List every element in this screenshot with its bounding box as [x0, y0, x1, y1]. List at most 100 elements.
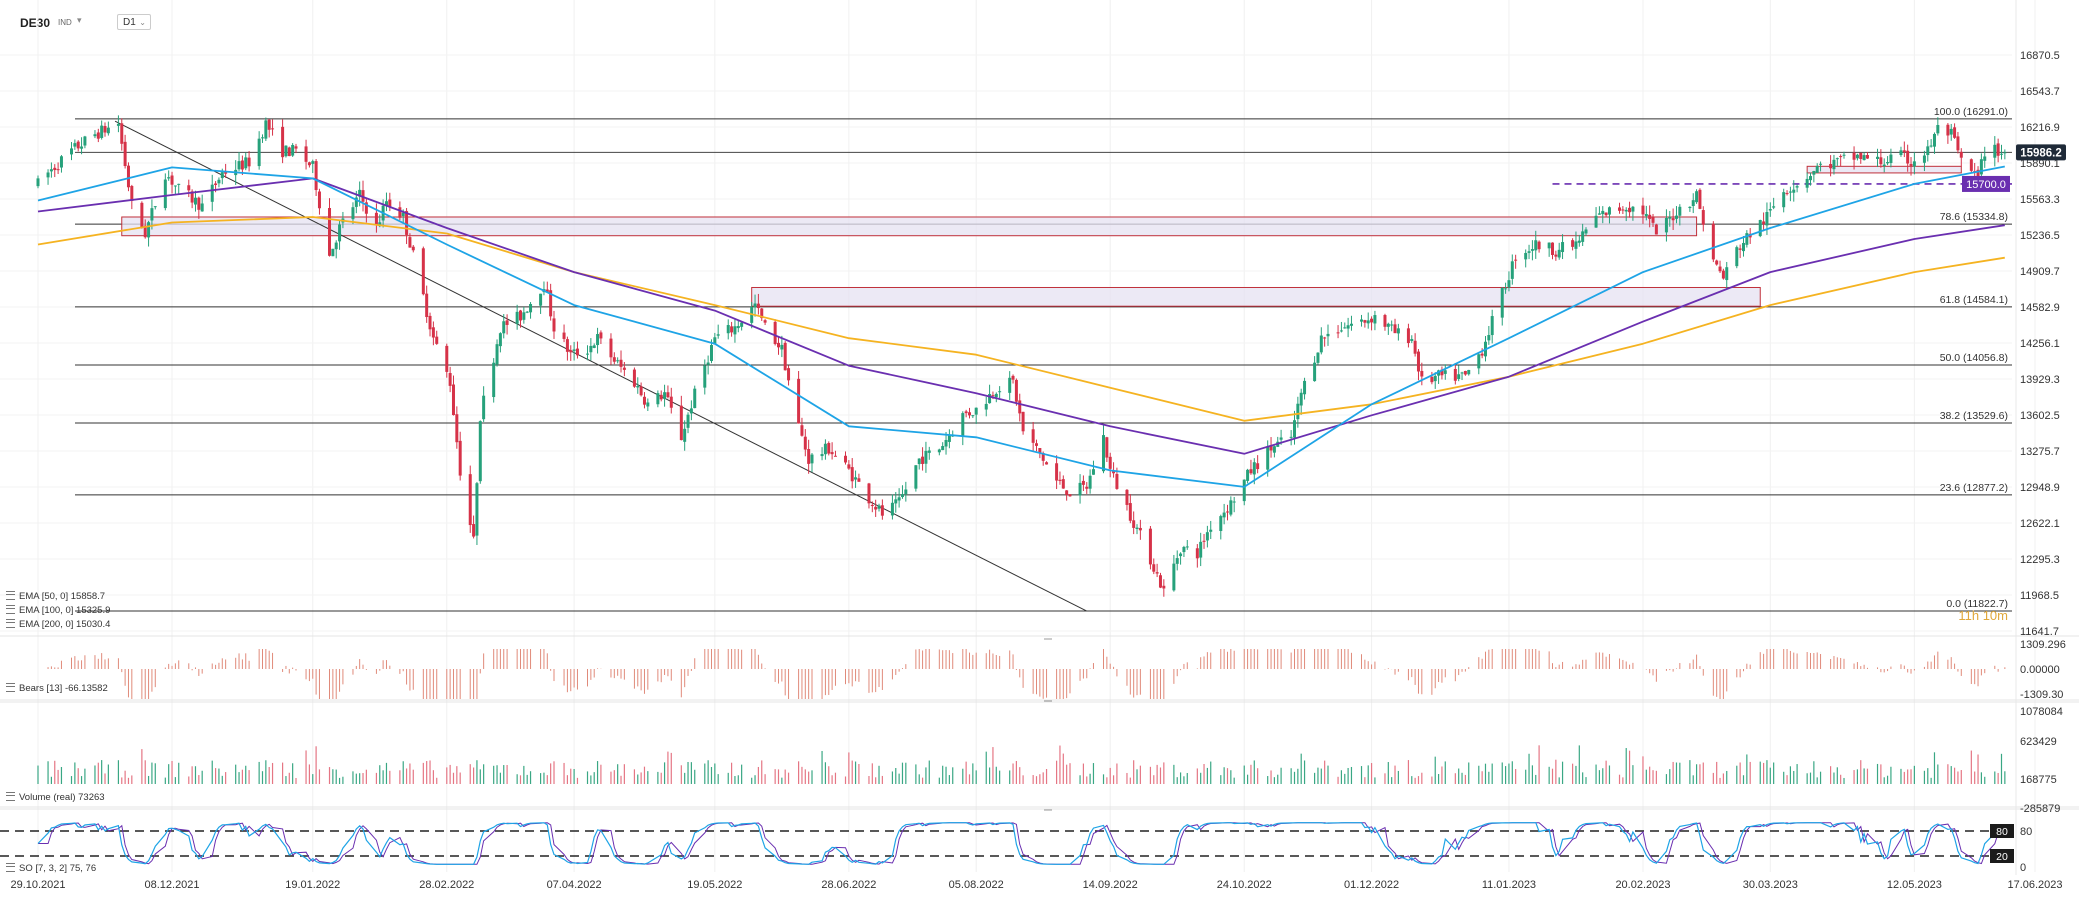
- bullish-candle: [810, 454, 814, 464]
- bearish-candle: [1061, 479, 1065, 489]
- stoch-80-label: 80: [1996, 826, 2008, 838]
- price-tick-label: 16216.9: [2020, 122, 2060, 134]
- bullish-candle: [1205, 532, 1209, 541]
- bullish-candle: [924, 450, 928, 464]
- bearish-candle: [103, 126, 107, 133]
- indicator-settings-icon[interactable]: [6, 863, 15, 872]
- bearish-candle: [1906, 150, 1910, 164]
- indicator-settings-icon[interactable]: [6, 683, 15, 692]
- bullish-candle: [482, 395, 486, 420]
- bullish-candle: [1229, 500, 1233, 515]
- chevron-down-icon[interactable]: ▾: [77, 15, 82, 25]
- bullish-candle: [1467, 369, 1471, 375]
- bullish-candle: [1664, 217, 1668, 233]
- bullish-candle: [894, 499, 898, 504]
- bearish-candle: [1249, 469, 1253, 474]
- bearish-candle: [773, 321, 777, 345]
- bullish-candle: [1182, 546, 1186, 553]
- bears-tick-label: 1309.296: [2020, 639, 2066, 651]
- ema-lines: [37, 165, 2005, 488]
- bearish-candle: [287, 147, 291, 157]
- bullish-candle: [358, 189, 362, 197]
- bullish-candle: [244, 157, 248, 169]
- bearish-candle: [1711, 223, 1715, 260]
- bearish-candle: [797, 378, 801, 424]
- bearish-candle: [1762, 221, 1766, 224]
- indicator-settings-icon[interactable]: [6, 792, 15, 801]
- bearish-candle: [1671, 218, 1675, 221]
- bearish-candle: [964, 411, 968, 414]
- bearish-candle: [76, 141, 80, 149]
- bullish-candle: [1674, 215, 1678, 219]
- bearish-candle: [214, 183, 218, 186]
- bullish-candle: [1346, 325, 1350, 329]
- timeframe-select[interactable]: D1 ⌄: [117, 14, 151, 30]
- bearish-candle: [1859, 152, 1863, 159]
- bullish-candle: [1102, 435, 1106, 472]
- bullish-candle: [1088, 475, 1092, 489]
- ema50-line: [37, 165, 2005, 488]
- ema50-legend[interactable]: EMA [50, 0] 15858.7: [6, 590, 105, 602]
- bullish-candle: [1209, 529, 1213, 532]
- bullish-candle: [1433, 375, 1437, 382]
- bearish-candle: [1021, 411, 1025, 432]
- bullish-candle: [1299, 392, 1303, 406]
- bearish-candle: [1969, 159, 1973, 171]
- volume-legend[interactable]: Volume (real) 73263: [6, 791, 105, 803]
- bearish-candle: [1383, 315, 1387, 327]
- price-tick-label: 13275.7: [2020, 446, 2060, 458]
- bearish-candle: [1370, 318, 1374, 323]
- bullish-candle: [1303, 380, 1307, 395]
- bullish-candle: [1366, 320, 1370, 324]
- symbol-name[interactable]: DE30: [20, 16, 51, 30]
- bullish-candle: [1457, 374, 1461, 379]
- bullish-candle: [1547, 242, 1551, 249]
- bearish-candle: [307, 162, 311, 166]
- bearish-candle: [1162, 585, 1166, 589]
- bullish-candle: [709, 344, 713, 362]
- indicator-settings-icon[interactable]: [6, 591, 15, 600]
- date-tick-label: 20.02.2023: [1615, 879, 1670, 891]
- stoch-legend[interactable]: SO [7, 3, 2] 75, 76: [6, 862, 96, 874]
- bearish-candle: [1132, 520, 1136, 528]
- bearish-candle: [549, 290, 553, 317]
- bearish-candle: [756, 303, 760, 309]
- bearish-candle: [1406, 328, 1410, 344]
- bullish-candle: [1410, 339, 1414, 341]
- bearish-candle: [1953, 127, 1957, 138]
- bullish-candle: [1584, 229, 1588, 234]
- chart-toolbar: DE30 IND ▾ D1 ⌄: [0, 0, 400, 40]
- price-tick-label: 14256.1: [2020, 338, 2060, 350]
- ema200-line: [37, 216, 2005, 422]
- bearish-candle: [1996, 143, 2000, 156]
- bearish-candle: [1648, 214, 1652, 219]
- bullish-candle: [1490, 316, 1494, 336]
- indicator-settings-icon[interactable]: [6, 605, 15, 614]
- bullish-candle: [1135, 527, 1139, 530]
- bullish-candle: [1339, 330, 1343, 332]
- bullish-candle: [1842, 154, 1846, 156]
- ema100-legend[interactable]: EMA [100, 0] 15325.9: [6, 604, 110, 616]
- bullish-candle: [354, 197, 358, 207]
- date-tick-label: 07.04.2022: [547, 879, 602, 891]
- bears-legend-text: Bears [13] -66.13582: [19, 683, 108, 694]
- bullish-candle: [1172, 563, 1176, 591]
- indicator-settings-icon[interactable]: [6, 619, 15, 628]
- ema200-legend[interactable]: EMA [200, 0] 15030.4: [6, 618, 110, 630]
- bearish-candle: [1959, 151, 1963, 158]
- bullish-candle: [217, 179, 221, 184]
- bullish-candle: [193, 197, 197, 205]
- bearish-candle: [435, 336, 439, 344]
- bullish-candle: [1504, 288, 1508, 290]
- bullish-candle: [1232, 501, 1236, 503]
- bears-legend[interactable]: Bears [13] -66.13582: [6, 682, 108, 694]
- bullish-candle: [726, 325, 730, 334]
- bullish-candle: [1524, 252, 1528, 260]
- bearish-candle: [1105, 437, 1109, 458]
- bullish-candle: [478, 421, 482, 482]
- bullish-candle: [46, 172, 50, 178]
- bullish-candle: [1326, 333, 1330, 337]
- bullish-candle: [994, 393, 998, 398]
- symbol-type: IND: [58, 18, 72, 27]
